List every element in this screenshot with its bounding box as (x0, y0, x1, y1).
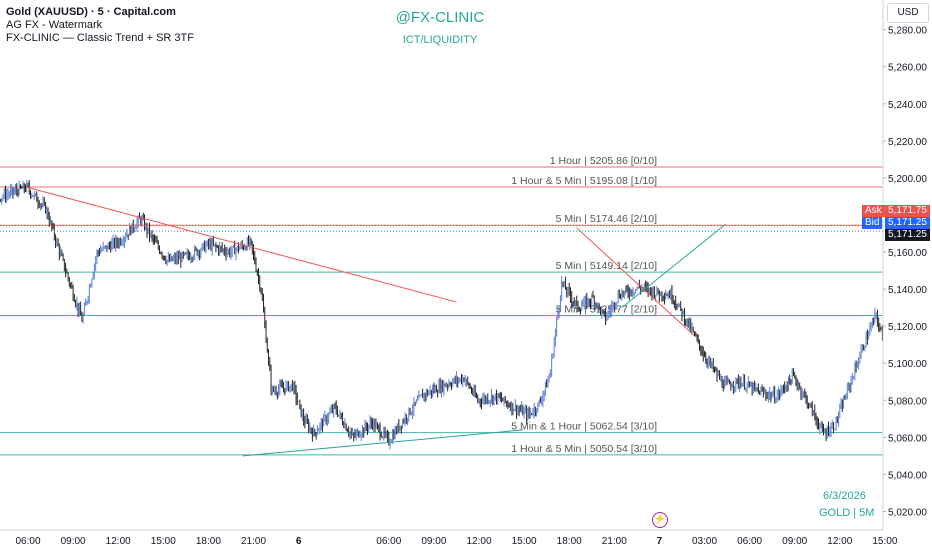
x-tick-label-6: 6 (296, 536, 302, 547)
footer-date: 6/3/2026 (823, 490, 866, 502)
watermark-title: @FX-CLINIC (395, 9, 485, 26)
y-tick-label-11: 5,060.00 (888, 433, 927, 444)
x-tick-label-12: 21:00 (602, 536, 627, 547)
x-tick-label-18: 15:00 (872, 536, 897, 547)
watermark-subtitle: ICT/LIQUIDITY (402, 34, 478, 46)
y-tick-label-8: 5,120.00 (888, 322, 927, 333)
indicator-trend-label[interactable]: FX-CLINIC — Classic Trend + SR 3TF (6, 32, 194, 44)
level-label-1: 1 Hour & 5 Min | 5195.08 [1/10] (511, 175, 657, 187)
y-tick-label-4: 5,200.00 (888, 174, 927, 185)
y-tick-label-2: 5,240.00 (888, 100, 927, 111)
level-label-3: 5 Min | 5149.14 [2/10] (556, 260, 657, 272)
symbol-title[interactable]: Gold (XAUUSD) · 5 · Capital.com (6, 6, 176, 18)
last-price-tag: 5,171.25 (885, 229, 930, 241)
level-label-0: 1 Hour | 5205.86 [0/10] (550, 155, 657, 167)
lightning-logo-icon[interactable]: ⚡ (652, 512, 668, 528)
y-tick-label-0: 5,280.00 (888, 26, 927, 37)
bid-price-tag: 5,171.25 (885, 217, 930, 229)
footer-symbol-timeframe: GOLD | 5M (819, 507, 875, 519)
x-tick-label-16: 09:00 (782, 536, 807, 547)
x-tick-label-4: 18:00 (196, 536, 221, 547)
currency-button[interactable]: USD (887, 3, 929, 23)
level-label-2: 5 Min | 5174.46 [2/10] (556, 213, 657, 225)
x-tick-label-5: 21:00 (241, 536, 266, 547)
x-tick-label-0: 06:00 (15, 536, 40, 547)
bid-label-tag: Bid (862, 217, 883, 229)
y-tick-label-1: 5,260.00 (888, 63, 927, 74)
trendline-3 (621, 223, 726, 309)
x-tick-label-3: 15:00 (151, 536, 176, 547)
candles-group (0, 179, 932, 450)
y-tick-label-10: 5,080.00 (888, 396, 927, 407)
y-tick-label-3: 5,220.00 (888, 137, 927, 148)
y-tick-label-13: 5,020.00 (888, 507, 927, 518)
indicator-watermark-label[interactable]: AG FX - Watermark (6, 19, 103, 31)
x-tick-label-9: 12:00 (466, 536, 491, 547)
trendline-1 (576, 227, 695, 336)
trendline-2 (242, 429, 523, 457)
y-tick-label-12: 5,040.00 (888, 470, 927, 481)
x-tick-label-8: 09:00 (421, 536, 446, 547)
level-label-6: 1 Hour & 5 Min | 5050.54 [3/10] (511, 443, 657, 455)
trendline-0 (26, 186, 457, 303)
x-tick-label-1: 09:00 (61, 536, 86, 547)
level-label-5: 5 Min & 1 Hour | 5062.54 [3/10] (511, 421, 657, 433)
y-tick-label-9: 5,100.00 (888, 359, 927, 370)
y-tick-label-6: 5,160.00 (888, 248, 927, 259)
y-tick-label-7: 5,140.00 (888, 285, 927, 296)
x-tick-label-15: 06:00 (737, 536, 762, 547)
x-tick-label-13: 7 (657, 536, 663, 547)
level-label-4: 5 Min | 5125.77 [2/10] (556, 303, 657, 315)
time-axis-bg (0, 530, 883, 550)
x-tick-label-11: 18:00 (557, 536, 582, 547)
ask-label-tag: Ask (862, 205, 885, 217)
ask-price-tag: 5,171.75 (885, 205, 930, 217)
x-tick-label-17: 12:00 (827, 536, 852, 547)
x-tick-label-14: 03:00 (692, 536, 717, 547)
x-tick-label-10: 15:00 (512, 536, 537, 547)
price-axis-bg (883, 0, 932, 550)
x-tick-label-2: 12:00 (106, 536, 131, 547)
plot-area (0, 0, 883, 530)
x-tick-label-7: 06:00 (376, 536, 401, 547)
